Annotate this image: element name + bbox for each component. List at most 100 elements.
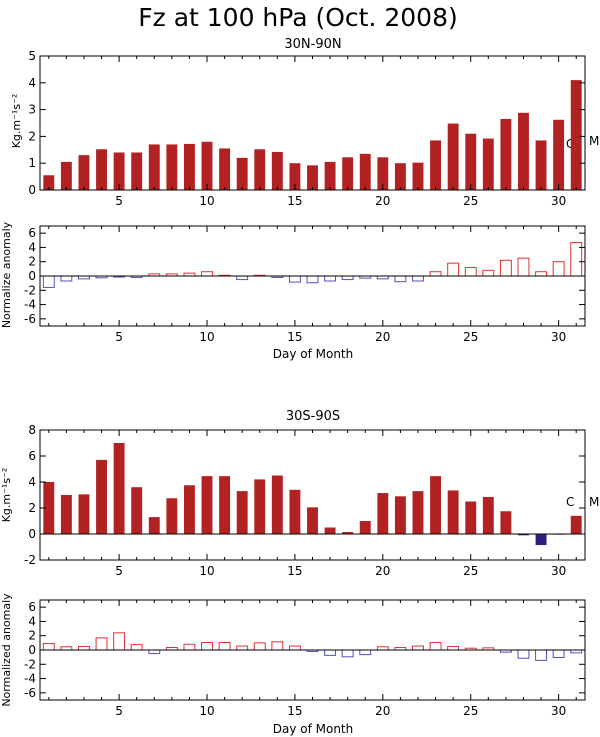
bar-day-15 (288, 645, 301, 651)
x-tick-label: 15 (287, 704, 302, 718)
bar-day-13 (253, 642, 266, 651)
bar-day-16 (307, 507, 318, 534)
bar-day-17 (324, 527, 336, 534)
bar-day-4 (95, 637, 108, 651)
bar-day-22 (412, 162, 424, 190)
bar-day-3 (78, 155, 90, 190)
bar-day-22 (412, 275, 424, 282)
x-tick-label: 15 (287, 194, 302, 208)
bar-day-10 (201, 271, 213, 277)
bar-day-19 (359, 521, 371, 534)
figure-title: Fz at 100 hPa (Oct. 2008) (138, 3, 458, 32)
bar-day-2 (60, 495, 72, 534)
bar-day-28 (518, 112, 529, 190)
panel-30n-90n-anomaly: Normalize anomaly Day of Month 5 10 15 20 25… (0, 221, 586, 361)
bar-day-5 (113, 632, 126, 651)
bar-day-17 (324, 275, 337, 282)
bar-day-1 (42, 275, 55, 288)
bar-day-25 (464, 266, 477, 277)
annotation-c: C (566, 137, 574, 151)
y-tick-label: 0 (28, 269, 36, 283)
bar-day-5 (113, 152, 125, 190)
bar-day-15 (289, 489, 301, 534)
x-axis-label: Day of Month (273, 347, 354, 361)
bar-day-18 (341, 275, 354, 281)
bar-day-14 (271, 641, 284, 651)
bar-day-11 (219, 148, 231, 190)
bar-day-6 (131, 152, 143, 190)
bar-day-19 (359, 649, 372, 656)
x-tick-label: 10 (199, 194, 214, 208)
bar-day-19 (359, 153, 371, 190)
bar-day-9 (183, 643, 196, 651)
bar-day-31 (570, 515, 582, 534)
bar-day-8 (166, 498, 178, 534)
x-tick-label: 5 (115, 564, 123, 578)
bar-day-24 (447, 123, 459, 190)
bar-day-30 (552, 261, 565, 277)
bar-day-2 (60, 275, 73, 282)
bar-day-7 (148, 517, 160, 534)
y-tick-label: 0 (28, 183, 36, 197)
y-tick-label: -4 (24, 298, 36, 312)
bar-day-12 (236, 491, 248, 534)
x-tick-label: 20 (375, 564, 390, 578)
y-tick-label: 4 (28, 475, 36, 489)
bar-day-17 (324, 649, 337, 656)
bar-day-21 (394, 275, 407, 283)
bar-day-22 (412, 491, 424, 534)
y-tick-label: -6 (24, 686, 36, 700)
x-tick-label: 20 (375, 194, 390, 208)
bar-day-28 (517, 257, 530, 277)
x-tick-label: 10 (199, 704, 214, 718)
bar-day-7 (148, 649, 161, 655)
y-tick-label: 2 (28, 129, 36, 143)
bar-day-21 (394, 163, 406, 190)
bar-day-12 (236, 157, 248, 190)
bar-day-25 (465, 133, 477, 190)
y-tick-label: 0 (28, 643, 36, 657)
bar-day-2 (60, 161, 72, 190)
bar-day-22 (412, 645, 424, 651)
y-tick-label: 1 (28, 156, 36, 170)
panel-title: 30N-90N (284, 37, 341, 52)
bar-day-23 (430, 476, 442, 534)
bar-day-9 (183, 485, 195, 534)
x-tick-label: 10 (199, 330, 214, 344)
bar-day-3 (78, 645, 90, 651)
x-tick-label: 15 (287, 330, 302, 344)
bar-day-17 (324, 161, 336, 190)
y-tick-label: -6 (24, 312, 36, 326)
panel-title: 30S-90S (286, 409, 340, 424)
bar-day-1 (43, 482, 55, 534)
bar-day-29 (535, 534, 547, 546)
bar-day-30 (552, 649, 565, 658)
bar-day-16 (306, 275, 319, 284)
bar-day-6 (130, 644, 143, 651)
bar-day-29 (535, 271, 547, 277)
y-tick-label: 0 (28, 527, 36, 541)
bar-day-29 (535, 140, 547, 190)
y-tick-label: 2 (28, 629, 36, 643)
bar-day-15 (288, 275, 301, 283)
bar-day-6 (131, 487, 143, 534)
panel-30n-90n-flux: 30N-90N Kg.m⁻¹s⁻² C M 5 10 15 20 25 30 0 1 2 3 4 5 (10, 37, 599, 208)
bar-day-7 (148, 144, 160, 190)
x-tick-label: 25 (463, 564, 478, 578)
annotation-m: M (589, 134, 599, 148)
y-tick-label: 3 (28, 103, 36, 117)
x-tick-label: 25 (463, 704, 478, 718)
y-tick-label: 2 (28, 501, 36, 515)
y-axis-label: Kg.m⁻¹s⁻² (0, 468, 13, 523)
y-tick-label: 4 (28, 614, 36, 628)
y-tick-label: 5 (28, 49, 36, 63)
bar-day-10 (201, 642, 213, 651)
bar-day-1 (43, 175, 55, 190)
bar-day-10 (201, 476, 213, 534)
x-tick-label: 5 (115, 194, 123, 208)
x-axis-label: Day of Month (273, 722, 354, 736)
bar-day-21 (394, 496, 406, 534)
bar-day-18 (342, 157, 354, 190)
bar-day-4 (96, 459, 107, 534)
